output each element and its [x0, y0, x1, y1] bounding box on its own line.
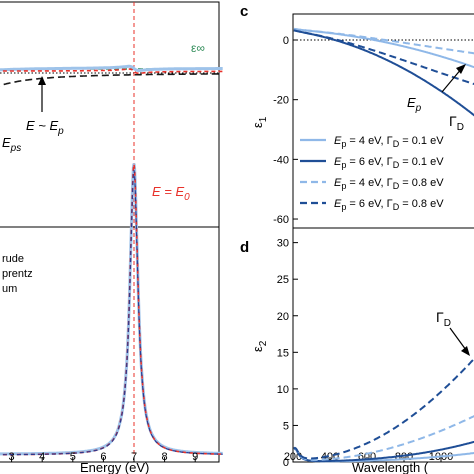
bottom-lorentz-curve — [0, 164, 223, 456]
energy-tick-label: 9 — [192, 451, 198, 463]
energy-tick-label: 3 — [9, 451, 15, 463]
d-ytick-label: 30 — [277, 238, 289, 250]
panel-c-legend: Ep = 4 eV, ΓD = 0.1 eV Ep = 6 eV, ΓD = 0.… — [300, 135, 444, 212]
energy-tick-label: 7 — [131, 451, 137, 463]
panel-d-yticks: 0 5 10 15 20 25 30 — [277, 238, 298, 469]
ep-arrow-head — [38, 76, 46, 85]
c-legend-label: Ep = 4 eV, ΓD = 0.8 eV — [334, 177, 444, 191]
drude-curve — [0, 73, 223, 87]
c-series-line — [293, 27, 474, 69]
wavelength-axis-title: Wavelength ( — [352, 460, 429, 474]
c-legend-label: Ep = 6 eV, ΓD = 0.8 eV — [334, 198, 444, 212]
eps-main: E — [2, 135, 11, 150]
d-ytick-label: 15 — [277, 347, 289, 359]
c-gamma-sub: D — [457, 122, 464, 133]
c-series-line — [293, 29, 474, 86]
c-ylabel-main: ε — [250, 122, 265, 128]
d-ylabel-main: ε — [250, 346, 265, 352]
e-eq-sub: 0 — [184, 192, 190, 203]
einf-label: ε∞ — [191, 41, 205, 55]
total-curve — [0, 64, 223, 72]
c-series-line — [293, 29, 474, 117]
d-ytick-label: 5 — [283, 420, 289, 432]
ep-approx-main: E ~ E — [26, 118, 58, 133]
panel-d-ylabel: ε2 — [250, 340, 269, 352]
d-ylabel-sub: 2 — [258, 340, 269, 346]
gamma-arrow-d-shaft — [449, 327, 467, 351]
e-eq-main: E = E — [152, 184, 184, 199]
panel-d-letter: d — [240, 239, 249, 256]
panel-c: c 0 -20 -40 -60 ε1 Ep ΓD Ep = 4 eV, ΓD = 0.… — [240, 3, 474, 229]
energy-tick-label: 4 — [39, 451, 45, 463]
c-ep-main: E — [407, 95, 416, 110]
energy-axis-title: Energy (eV) — [80, 460, 149, 474]
eps-label: Eps — [2, 135, 21, 154]
bottom-total-curve — [0, 163, 223, 456]
left-top-panel: ε∞ E ~ Ep Eps E = E0 — [0, 1, 223, 462]
d-ytick-label: 20 — [277, 311, 289, 323]
panel-c-curves — [293, 27, 474, 117]
c-ep-sub: p — [415, 103, 422, 114]
energy-axis-ticks: 3 4 5 6 7 8 9 — [9, 451, 199, 463]
left-legend-entry: rude — [2, 253, 24, 265]
panel-c-gamma-label: ΓD — [449, 113, 464, 133]
c-ylabel-sub: 1 — [258, 116, 269, 122]
e-eq-e0-label: E = E0 — [152, 184, 190, 203]
panel-c-frame — [292, 13, 474, 229]
energy-tick-label: 8 — [162, 451, 168, 463]
panel-d-curves — [293, 357, 474, 463]
panel-c-ep-label: Ep — [407, 95, 422, 114]
panel-d-frame — [292, 227, 474, 463]
gamma-arrow-d-head — [461, 346, 470, 356]
ep-arrow-c-shaft — [441, 67, 463, 93]
d-xtick-label: 200 — [284, 451, 302, 463]
c-gamma-main: Γ — [449, 113, 457, 129]
ep-approx-label: E ~ Ep — [26, 118, 64, 137]
d-ytick-label: 10 — [277, 384, 289, 396]
d-series-line — [293, 440, 474, 463]
left-bottom-panel: rude prentz um 3 4 5 6 7 8 9 Energy (eV) — [0, 163, 223, 474]
c-legend-label: Ep = 6 eV, ΓD = 0.1 eV — [334, 156, 444, 170]
bottom-drude-curve — [0, 170, 223, 456]
c-ytick-label: -20 — [273, 95, 289, 107]
d-ytick-label: 25 — [277, 274, 289, 286]
energy-tick-label: 5 — [70, 451, 76, 463]
panel-c-letter: c — [240, 3, 248, 20]
c-legend-label: Ep = 4 eV, ΓD = 0.1 eV — [334, 135, 444, 149]
left-bottom-legend: rude prentz um — [2, 253, 33, 295]
panel-d-gamma-label: ΓD — [436, 309, 451, 329]
d-ytick-label: 0 — [283, 457, 289, 469]
ep-arrow-c-head — [456, 64, 466, 74]
energy-tick-label: 6 — [100, 451, 106, 463]
left-legend-entry: prentz — [2, 268, 33, 280]
eps-sub: ps — [10, 143, 22, 154]
d-series-line — [293, 415, 474, 461]
c-ytick-label: -40 — [273, 154, 289, 166]
left-legend-entry: um — [2, 283, 17, 295]
panel-c-yticks: 0 -20 -40 -60 — [273, 35, 298, 226]
d-series-line — [293, 357, 474, 460]
c-ytick-label: -60 — [273, 214, 289, 226]
panel-c-ylabel: ε1 — [250, 116, 269, 128]
left-bottom-frame — [0, 226, 220, 463]
c-ytick-label: 0 — [283, 35, 289, 47]
ep-approx-sub: p — [57, 126, 64, 137]
d-gamma-main: Γ — [436, 309, 444, 325]
c-series-line — [293, 27, 474, 55]
d-gamma-sub: D — [444, 318, 451, 329]
